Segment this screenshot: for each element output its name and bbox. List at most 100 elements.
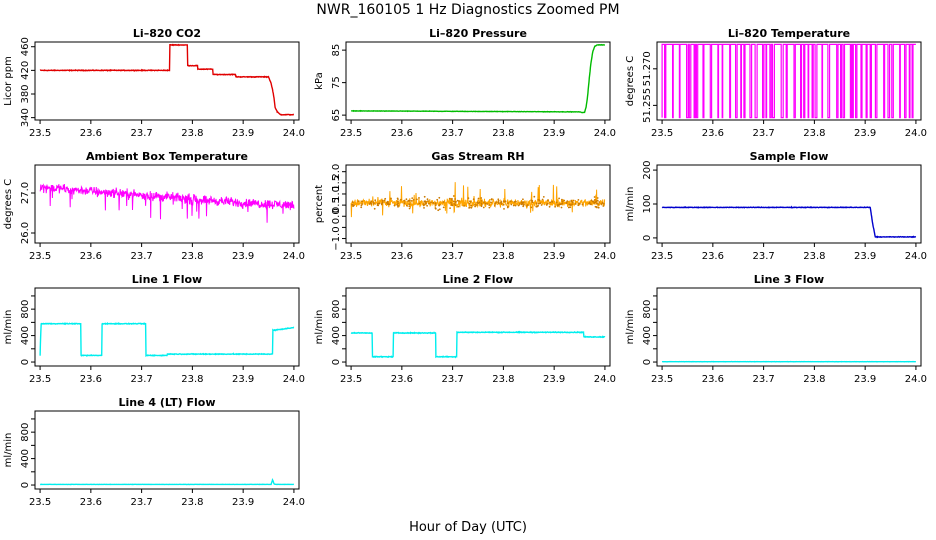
data-point	[452, 195, 455, 197]
data-point	[456, 199, 459, 202]
data-point	[357, 200, 360, 203]
x-tick-label: 23.8	[492, 251, 514, 262]
data-point	[565, 202, 568, 204]
data-point	[438, 204, 441, 207]
x-tick-label: 23.5	[340, 128, 362, 139]
data-point	[515, 200, 517, 203]
y-tick-label: 400	[20, 326, 31, 345]
y-axis-label: ml/min	[625, 310, 636, 345]
data-point	[571, 201, 574, 204]
data-point	[353, 204, 355, 207]
data-point	[480, 204, 483, 206]
data-point	[520, 201, 523, 204]
data-point	[430, 201, 432, 204]
y-tick-label: 460	[20, 37, 31, 56]
data-point	[581, 203, 584, 206]
figure-xlabel: Hour of Day (UTC)	[409, 520, 527, 535]
data-point	[502, 203, 505, 206]
x-tick-label: 23.8	[803, 128, 825, 139]
data-point	[558, 197, 560, 200]
data-point	[405, 204, 408, 207]
panel-title: Li–820 Pressure	[429, 27, 527, 40]
plot-frame	[656, 164, 922, 244]
data-point	[531, 201, 534, 204]
x-tick-label: 23.6	[391, 374, 413, 385]
x-tick-label: 23.6	[702, 128, 724, 139]
data-point	[457, 205, 460, 208]
data-point	[426, 204, 428, 207]
plot-frame	[34, 41, 300, 121]
x-tick-label: 23.7	[752, 251, 774, 262]
data-point	[493, 205, 496, 207]
panel-line4: Line 4 (LT) Flow 23.5 23.6 23.7 23.8 23.9 24.0…	[3, 396, 305, 508]
x-tick-label: 23.7	[441, 128, 463, 139]
data-point	[548, 205, 551, 208]
data-point	[408, 203, 411, 206]
y-tick-label: 800	[331, 300, 342, 319]
data-point	[603, 203, 605, 205]
y-tick-label: 27.0	[20, 182, 31, 204]
y-tick-label: 420	[20, 61, 31, 80]
data-point	[537, 202, 540, 205]
panel-title: Ambient Box Temperature	[86, 150, 248, 163]
data-point	[454, 201, 457, 204]
data-point	[434, 207, 437, 209]
data-point	[561, 200, 564, 203]
x-tick-label: 23.9	[232, 128, 254, 139]
data-point	[537, 199, 540, 201]
data-point	[449, 207, 451, 210]
data-point	[546, 202, 549, 205]
plot-frame	[656, 287, 922, 367]
y-tick-label: 26.0	[20, 222, 31, 244]
data-point	[574, 202, 577, 205]
data-point	[427, 200, 429, 202]
y-tick-label: 0	[642, 235, 653, 241]
data-point	[436, 198, 439, 201]
y-axis-label: degrees C	[3, 179, 14, 229]
plot-frame	[34, 287, 300, 367]
figure-title: NWR_160105 1 Hz Diagnostics Zoomed PM	[316, 2, 619, 18]
data-point	[540, 204, 543, 206]
data-point	[469, 200, 472, 203]
x-tick-label: 24.0	[905, 128, 927, 139]
series-line	[661, 43, 916, 119]
data-point	[504, 200, 507, 203]
data-point	[470, 204, 473, 207]
data-point	[423, 207, 425, 209]
data-point	[595, 200, 598, 203]
y-tick-label: 800	[642, 300, 653, 319]
data-point	[569, 204, 572, 207]
data-point	[509, 200, 512, 203]
data-point	[578, 202, 581, 205]
x-tick-label: 24.0	[283, 251, 305, 262]
data-point	[602, 205, 605, 207]
data-point	[482, 206, 485, 209]
data-point	[539, 202, 542, 205]
data-point	[497, 201, 500, 204]
x-tick-label: 23.6	[80, 251, 102, 262]
data-point	[474, 203, 476, 206]
data-point	[535, 205, 538, 208]
data-point	[458, 200, 460, 202]
data-point	[438, 196, 441, 199]
data-point	[474, 205, 476, 208]
data-point	[378, 202, 381, 205]
data-point	[476, 204, 478, 206]
data-point	[360, 204, 363, 207]
x-tick-label: 24.0	[283, 497, 305, 508]
data-point	[572, 199, 575, 202]
data-point	[557, 204, 559, 207]
data-point	[537, 204, 539, 207]
x-tick-label: 23.8	[803, 251, 825, 262]
x-tick-label: 23.5	[29, 128, 51, 139]
data-point	[577, 199, 580, 201]
panel-pressure: Li–820 Pressure 23.5 23.6 23.7 23.8 23.9 24.0 6…	[314, 27, 616, 139]
series-line	[661, 205, 917, 239]
data-point	[522, 201, 525, 204]
y-axis-label: degrees C	[625, 56, 636, 106]
data-point	[547, 199, 549, 202]
data-point	[600, 203, 603, 205]
data-point	[411, 197, 414, 200]
data-point	[361, 203, 364, 205]
data-point	[517, 204, 520, 207]
